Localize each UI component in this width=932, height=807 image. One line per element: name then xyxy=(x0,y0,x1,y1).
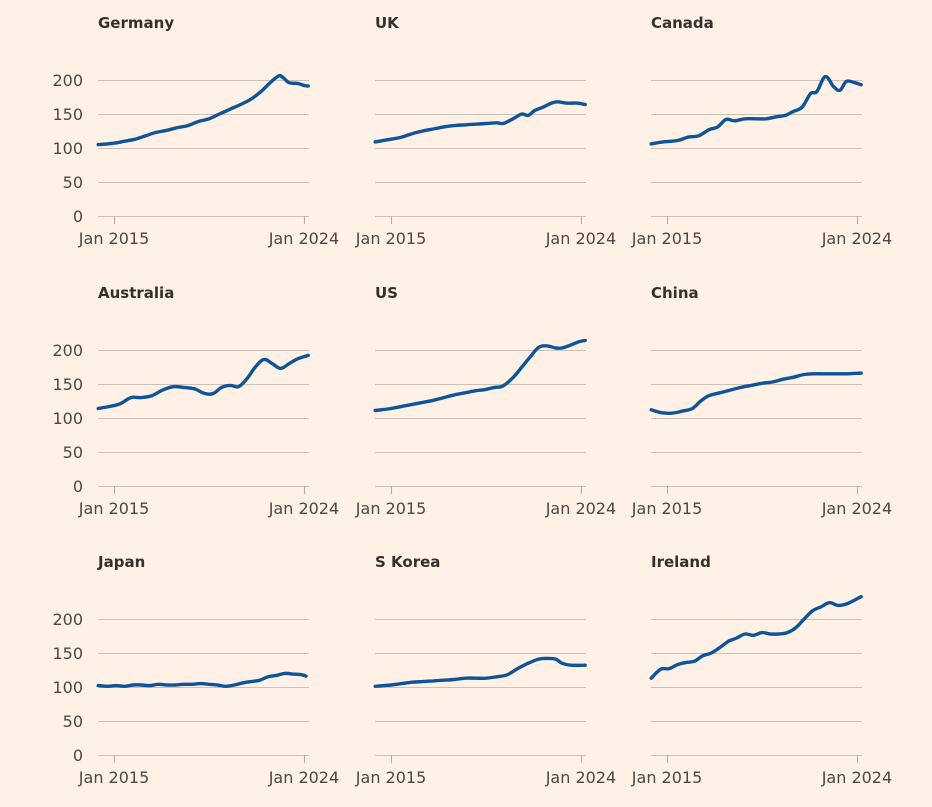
x-tick-label: Jan 2015 xyxy=(355,768,426,787)
panel-ireland: Ireland Jan 2015 Jan 2024 xyxy=(631,553,892,787)
x-tick-label: Jan 2015 xyxy=(78,499,149,518)
x-tick-label: Jan 2024 xyxy=(821,229,892,248)
y-tick-label: 0 xyxy=(73,746,83,765)
panel-title: S Korea xyxy=(375,553,440,571)
series-line-uk xyxy=(373,100,587,144)
x-tick-label: Jan 2024 xyxy=(821,768,892,787)
panel-title: Australia xyxy=(98,284,174,302)
panel-canada: Canada Jan 2015 Jan 2024 xyxy=(631,14,892,248)
y-tick-label: 100 xyxy=(52,409,83,428)
series-line-s-korea xyxy=(373,656,587,688)
panel-australia: Australia 0 50 100 150 200 Jan 2015 Jan 2024 xyxy=(52,284,339,518)
x-tick-label: Jan 2024 xyxy=(268,768,339,787)
series-line-china xyxy=(649,371,863,416)
x-tick-label: Jan 2024 xyxy=(268,229,339,248)
panel-title: UK xyxy=(375,14,400,32)
panel-title: Japan xyxy=(97,553,145,571)
y-tick-label: 50 xyxy=(63,443,83,462)
series-line-ireland xyxy=(649,594,863,680)
panel-title: Germany xyxy=(98,14,174,32)
panel-japan: Japan 0 50 100 150 200 Jan 2015 Jan 2024 xyxy=(52,553,339,787)
y-tick-label: 150 xyxy=(52,105,83,124)
panel-title: Canada xyxy=(651,14,714,32)
x-tick-label: Jan 2015 xyxy=(631,768,702,787)
panel-s-korea: S Korea Jan 2015 Jan 2024 xyxy=(355,553,616,787)
y-tick-label: 50 xyxy=(63,712,83,731)
series-line-japan xyxy=(96,671,308,689)
series-line-germany xyxy=(96,73,310,147)
y-tick-label: 50 xyxy=(63,173,83,192)
x-tick-label: Jan 2015 xyxy=(631,499,702,518)
x-tick-label: Jan 2024 xyxy=(545,768,616,787)
x-tick-label: Jan 2024 xyxy=(268,499,339,518)
panel-title: Ireland xyxy=(651,553,711,571)
x-tick-label: Jan 2015 xyxy=(631,229,702,248)
y-tick-label: 0 xyxy=(73,477,83,496)
y-tick-label: 100 xyxy=(52,139,83,158)
x-tick-label: Jan 2015 xyxy=(78,229,149,248)
x-tick-label: Jan 2015 xyxy=(355,229,426,248)
panel-title: US xyxy=(375,284,398,302)
panel-us: US Jan 2015 Jan 2024 xyxy=(355,284,616,518)
panel-germany: Germany 0 50 100 150 200 Jan 2015 Jan 2024 xyxy=(52,14,339,248)
series-line-us xyxy=(373,338,587,413)
x-tick-label: Jan 2024 xyxy=(545,499,616,518)
series-line-canada xyxy=(649,74,863,146)
y-tick-label: 200 xyxy=(52,341,83,360)
panel-china: China Jan 2015 Jan 2024 xyxy=(631,284,892,518)
y-tick-label: 200 xyxy=(52,610,83,629)
x-tick-label: Jan 2024 xyxy=(821,499,892,518)
x-tick-label: Jan 2015 xyxy=(78,768,149,787)
y-tick-label: 100 xyxy=(52,678,83,697)
y-tick-label: 150 xyxy=(52,375,83,394)
panel-title: China xyxy=(651,284,699,302)
y-tick-label: 0 xyxy=(73,207,83,226)
y-tick-label: 200 xyxy=(52,71,83,90)
series-line-australia xyxy=(96,353,310,411)
x-tick-label: Jan 2015 xyxy=(355,499,426,518)
x-tick-label: Jan 2024 xyxy=(545,229,616,248)
panel-uk: UK Jan 2015 Jan 2024 xyxy=(355,14,616,248)
y-tick-label: 150 xyxy=(52,644,83,663)
